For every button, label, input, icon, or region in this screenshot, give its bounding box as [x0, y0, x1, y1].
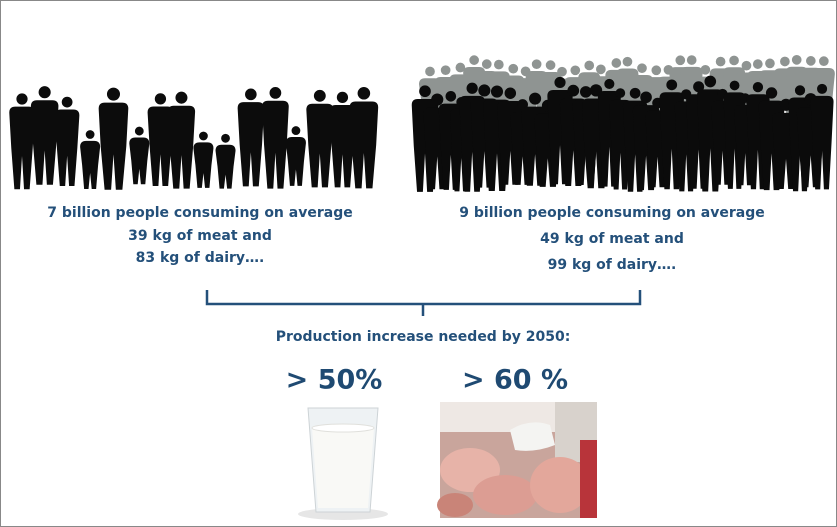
person-silhouette: [810, 83, 834, 190]
person-silhouette: [98, 87, 129, 190]
person-silhouette: [349, 86, 379, 189]
person-silhouette: [129, 126, 150, 185]
person-silhouette: [9, 93, 35, 190]
left-line: 39 kg of meat and: [128, 228, 272, 244]
crowds: [9, 55, 835, 192]
meat-increase: > 60 %: [462, 365, 568, 396]
person-silhouette: [306, 89, 334, 188]
person-silhouette: [262, 87, 289, 189]
meat-photo: [437, 402, 597, 518]
person-silhouette: [147, 93, 174, 186]
person-silhouette: [237, 88, 265, 187]
person-silhouette: [167, 91, 196, 189]
right-line: 99 kg of dairy….: [548, 257, 677, 273]
person-silhouette: [30, 86, 59, 185]
milk-glass: [298, 407, 388, 520]
dairy-increase: > 50%: [286, 365, 383, 396]
person-silhouette: [193, 131, 214, 188]
bracket: [205, 290, 642, 316]
left-line: 7 billion people consuming on average: [47, 205, 352, 221]
person-silhouette: [215, 133, 236, 189]
person-silhouette: [285, 126, 306, 186]
person-silhouette: [329, 91, 356, 188]
person-silhouette: [80, 130, 101, 190]
left-line: 83 kg of dairy….: [136, 250, 265, 266]
summary-title: Production increase needed by 2050:: [276, 329, 571, 345]
right-line: 9 billion people consuming on average: [459, 205, 764, 221]
right-line: 49 kg of meat and: [540, 231, 684, 247]
person-silhouette: [54, 96, 80, 187]
